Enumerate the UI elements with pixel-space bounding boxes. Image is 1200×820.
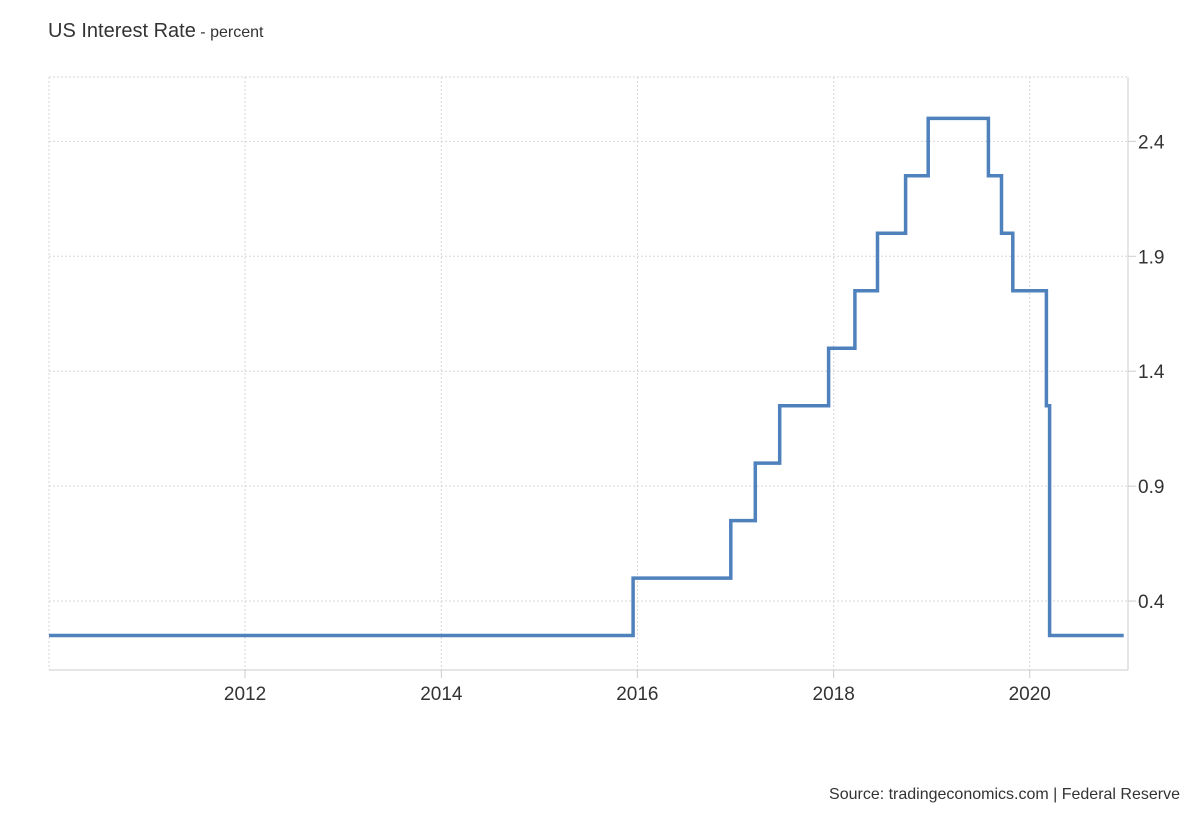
y-tick-label: 0.4 [1138,592,1165,613]
tick-label-layer: 2012 2014 2016 2018 2020 0.4 0.9 1.4 1.9 2.4 [224,132,1165,705]
series-line-0 [49,116,1124,638]
x-tick-label: 2012 [224,684,266,705]
axis-layer [49,77,1136,678]
y-tick-label: 1.4 [1138,362,1165,383]
series-layer [49,116,1124,638]
grid-layer [48,76,1128,670]
y-tick-label: 1.9 [1138,247,1164,268]
x-tick-label: 2018 [813,684,855,705]
y-tick-label: 0.9 [1138,477,1164,498]
x-tick-label: 2020 [1009,684,1051,705]
title-separator: - [200,24,206,41]
y-tick-label: 2.4 [1138,132,1165,153]
source-credit: Source: tradingeconomics.com | Federal R… [829,786,1180,803]
x-tick-label: 2016 [616,684,658,705]
chart-header: US Interest Rate - percent [48,20,263,43]
chart-subtitle: percent [210,24,264,41]
chart-title: US Interest Rate [48,20,196,42]
x-tick-label: 2014 [420,684,463,705]
